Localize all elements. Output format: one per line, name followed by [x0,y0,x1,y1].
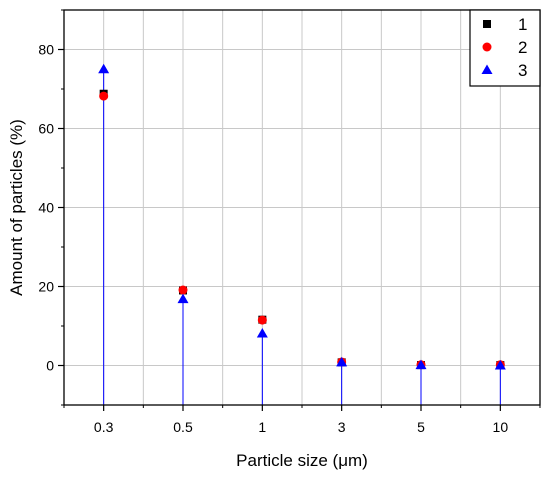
legend-marker-3 [481,64,493,74]
series-2-point [99,91,109,101]
legend: 1 2 3 [469,9,541,87]
y-tick-label: 0 [46,358,54,374]
series-3-point [256,328,268,338]
x-tick-label: 1 [258,419,266,435]
series-3-point [494,360,506,370]
x-tick-label: 0.3 [94,419,114,435]
legend-label-3: 3 [518,61,527,80]
x-tick-label: 5 [417,419,425,435]
legend-marker-2 [482,42,492,52]
y-axis: 0 20 40 60 80 [38,9,64,406]
series-3-point [177,293,189,304]
series-2-point [178,285,188,295]
legend-marker-1 [483,20,491,28]
drop-lines [103,69,501,405]
series-2-point [257,315,267,325]
legend-label-2: 2 [518,38,527,57]
legend-box [469,9,541,87]
series-3-point [336,356,348,367]
series-3-point [415,359,427,370]
x-tick-label: 10 [493,419,509,435]
data-markers [98,63,506,370]
y-tick-label: 20 [38,279,54,295]
series-3-point [98,63,110,74]
x-axis: 0.3 0.5 1 3 5 10 [63,405,541,435]
y-tick-label: 80 [38,42,54,58]
x-axis-label: Particle size (μm) [236,451,368,470]
y-axis-label: Amount of particles (%) [7,119,26,296]
x-tick-label: 3 [338,419,346,435]
y-tick-label: 40 [38,200,54,216]
grid-lines [64,10,540,405]
legend-label-1: 1 [518,15,527,34]
x-tick-label: 0.5 [173,419,193,435]
y-tick-label: 60 [38,121,54,137]
